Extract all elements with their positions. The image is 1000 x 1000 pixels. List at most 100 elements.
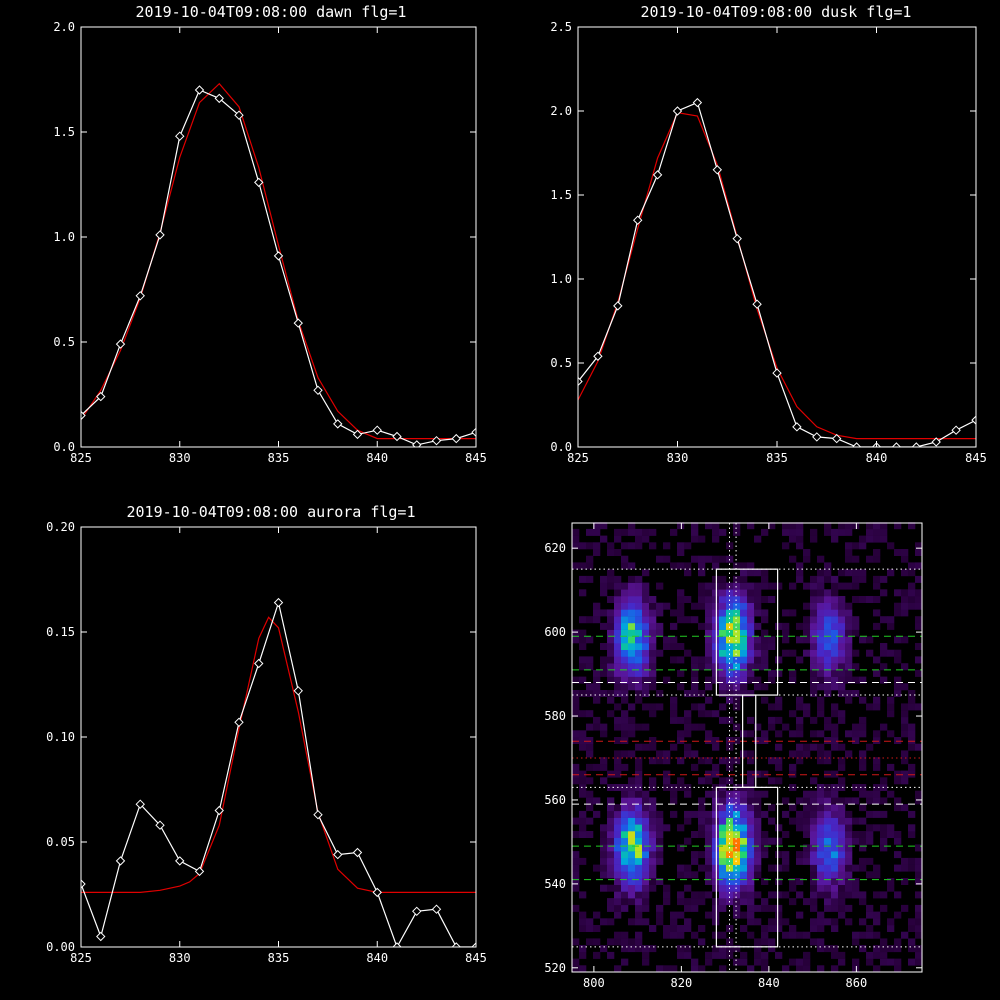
- image-pixel: [817, 589, 825, 597]
- image-pixel: [838, 710, 846, 718]
- image-pixel: [684, 898, 692, 906]
- image-pixel: [831, 804, 839, 812]
- image-pixel: [831, 649, 839, 657]
- image-pixel: [866, 743, 874, 751]
- image-pixel: [705, 730, 713, 738]
- image-pixel: [761, 528, 769, 536]
- dusk-title: 2019-10-04T09:08:00 dusk flg=1: [641, 3, 912, 21]
- image-pixel: [775, 703, 783, 711]
- image-pixel: [726, 810, 734, 818]
- image-pixel: [754, 797, 762, 805]
- image-pixel: [677, 602, 685, 610]
- image-pixel: [817, 864, 825, 872]
- image-pixel: [817, 669, 825, 677]
- image-pixel: [649, 596, 657, 603]
- image-pixel: [831, 857, 839, 865]
- image-pixel: [810, 898, 818, 906]
- image-pixel: [880, 797, 888, 805]
- image-pixel: [733, 891, 741, 899]
- image-pixel: [726, 616, 734, 624]
- image-pixel: [705, 696, 713, 704]
- image-pixel: [740, 871, 748, 879]
- image-pixel: [754, 871, 762, 879]
- image-pixel: [705, 891, 713, 899]
- image-pixel: [649, 602, 657, 610]
- image-pixel: [803, 824, 811, 832]
- image-pixel: [873, 810, 881, 818]
- image-pixel: [600, 757, 608, 765]
- image-pixel: [838, 609, 846, 617]
- image-pixel: [649, 777, 657, 785]
- image-pixel: [677, 951, 685, 959]
- aurora-fit-line: [81, 616, 476, 894]
- image-pixel: [642, 569, 650, 577]
- image-pixel: [915, 542, 923, 550]
- image-pixel: [810, 582, 818, 590]
- image-pixel: [894, 864, 902, 872]
- image-pixel: [831, 878, 839, 885]
- dawn-data-point: [81, 410, 86, 421]
- image-pixel: [593, 797, 601, 805]
- image-pixel: [845, 837, 853, 845]
- image-pixel: [719, 804, 727, 812]
- image-pixel: [810, 602, 818, 610]
- image-pixel: [880, 535, 888, 543]
- image-pixel: [803, 857, 811, 865]
- image-xtick-label: 860: [846, 976, 868, 990]
- image-pixel: [600, 864, 608, 872]
- image-pixel: [824, 616, 832, 624]
- aurora-data-point: [96, 931, 106, 942]
- image-pixel: [635, 857, 643, 865]
- image-pixel: [719, 683, 727, 691]
- image-pixel: [894, 938, 902, 946]
- image-pixel: [789, 750, 797, 758]
- image-pixel: [824, 622, 832, 630]
- image-pixel: [677, 542, 685, 550]
- image-pixel: [838, 763, 846, 771]
- image-pixel: [614, 891, 622, 899]
- image-pixel: [908, 582, 916, 590]
- image-pixel: [600, 857, 608, 865]
- image-pixel: [635, 784, 643, 791]
- image-pixel: [740, 844, 748, 852]
- image-pixel: [901, 878, 909, 885]
- image-pixel: [663, 884, 671, 892]
- image-pixel: [628, 596, 636, 603]
- image-pixel: [607, 649, 615, 657]
- image-pixel: [796, 575, 804, 583]
- image-pixel: [712, 522, 720, 530]
- image-pixel: [810, 831, 818, 838]
- image-pixel: [635, 596, 643, 603]
- image-pixel: [677, 925, 685, 932]
- image-pixel: [698, 817, 706, 825]
- image-pixel: [642, 790, 650, 798]
- image-pixel: [894, 965, 902, 973]
- image-pixel: [866, 555, 874, 563]
- image-pixel: [915, 857, 923, 865]
- image-pixel: [838, 690, 846, 697]
- image-pixel: [887, 763, 895, 771]
- image-pixel: [817, 938, 825, 946]
- image-pixel: [908, 690, 916, 697]
- image-pixel: [817, 622, 825, 630]
- image-pixel: [901, 663, 909, 671]
- image-pixel: [789, 676, 797, 684]
- image-pixel: [887, 703, 895, 711]
- image-pixel: [607, 784, 615, 791]
- dusk-data-point: [891, 442, 902, 447]
- image-pixel: [656, 810, 664, 818]
- image-pixel: [740, 925, 748, 932]
- image-pixel: [824, 884, 832, 892]
- image-pixel: [796, 569, 804, 577]
- image-pixel: [761, 844, 769, 852]
- image-pixel: [803, 898, 811, 906]
- image-pixel: [852, 582, 860, 590]
- image-pixel: [810, 884, 818, 892]
- image-pixel: [600, 918, 608, 926]
- aurora-data-point: [115, 856, 126, 866]
- image-pixel: [754, 837, 762, 845]
- image-pixel: [803, 931, 811, 939]
- image-pixel: [635, 757, 643, 765]
- image-pixel: [859, 723, 867, 731]
- image-pixel: [761, 596, 769, 603]
